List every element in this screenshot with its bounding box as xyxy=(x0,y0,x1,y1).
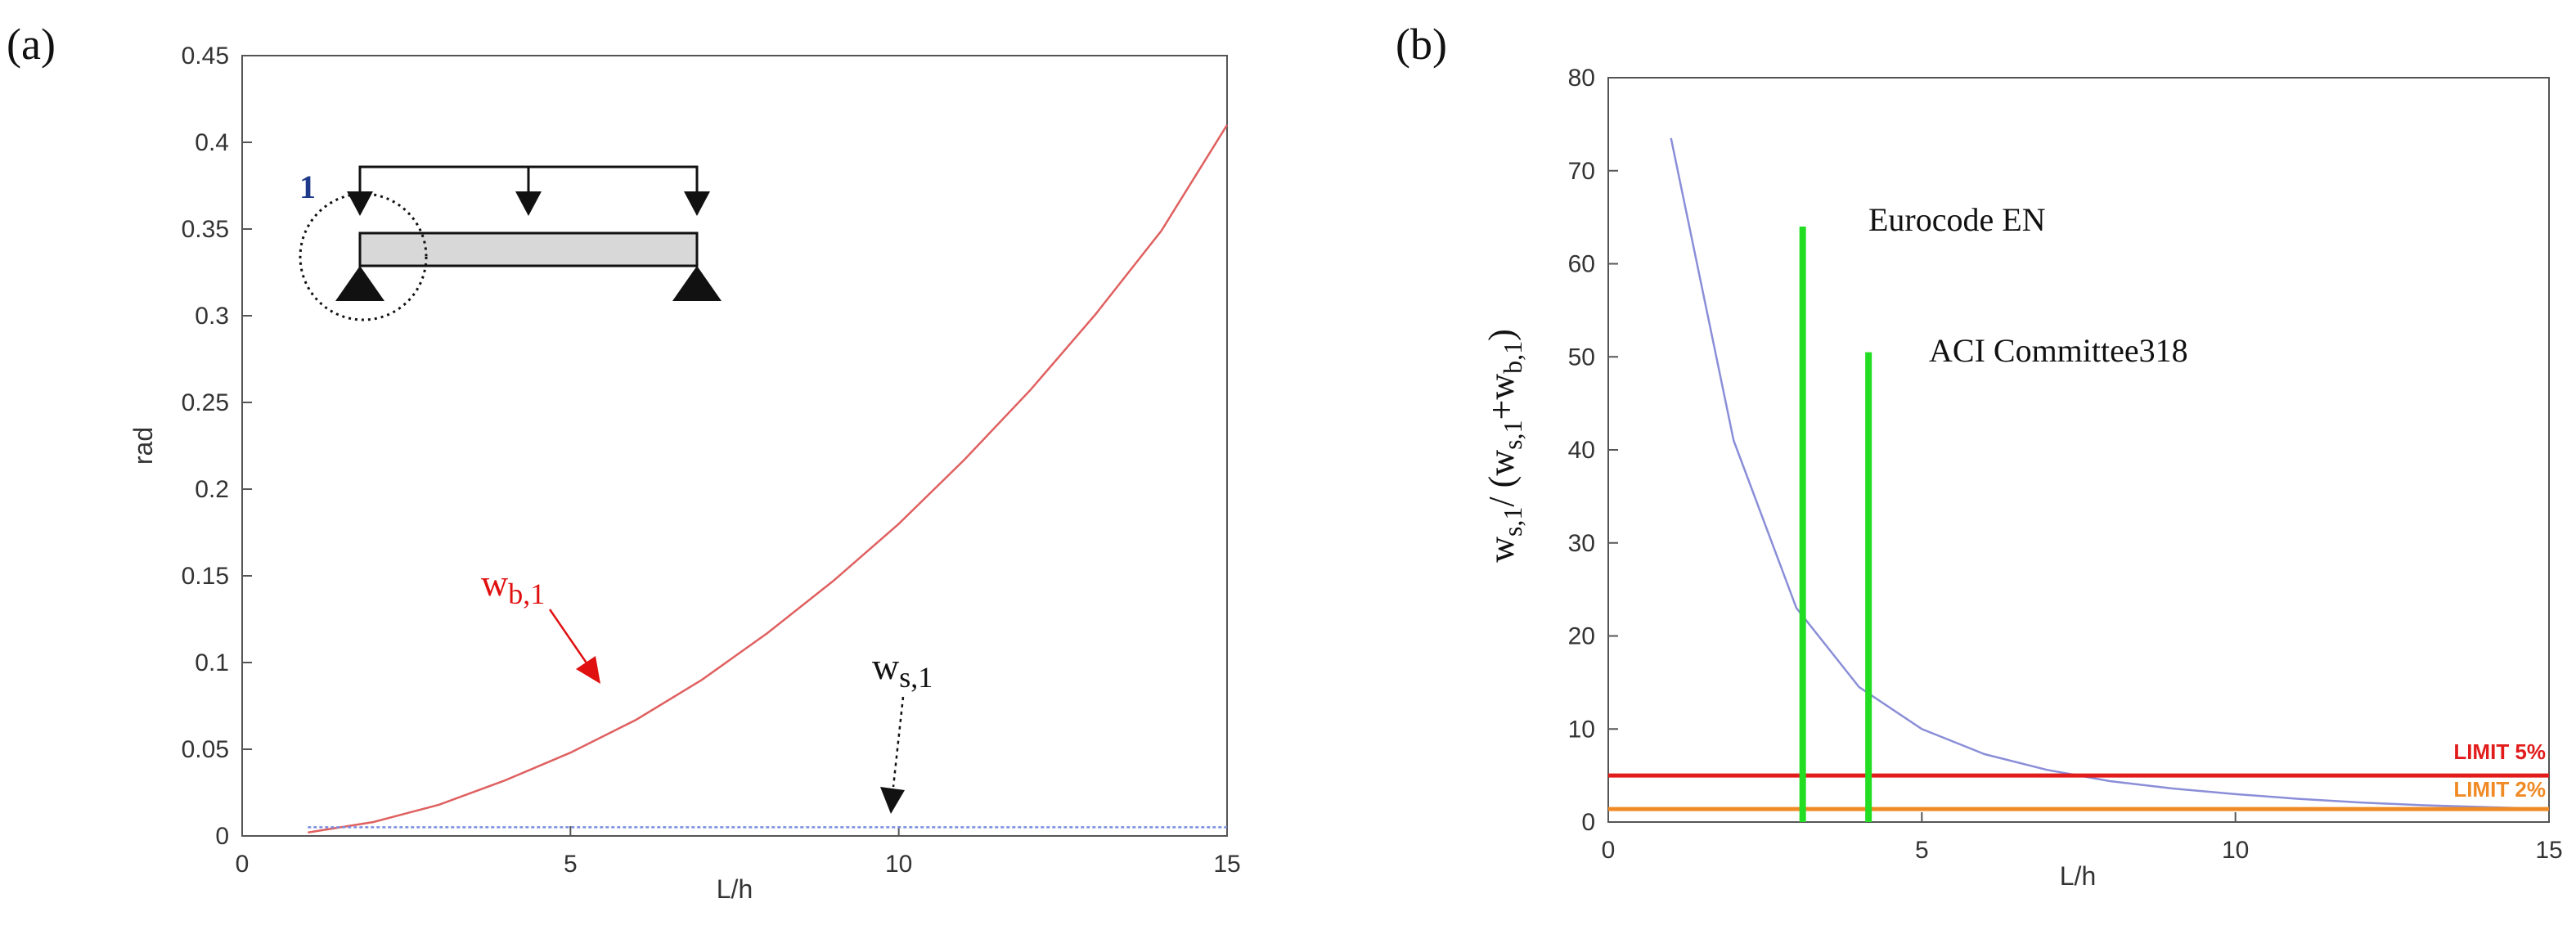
aci-label: ACI Committee318 xyxy=(1929,332,2188,369)
y-tick-label: 40 xyxy=(1568,437,1595,464)
y-tick-label: 0.3 xyxy=(195,303,229,330)
y-tick-label: 0.45 xyxy=(182,43,229,70)
panel-b-x-ticks: 0 5 10 15 xyxy=(1602,812,2563,864)
panel-a-y-axis-title: rad xyxy=(128,427,158,465)
beam-schematic: 1 xyxy=(299,165,722,321)
ws1-arrowhead-icon xyxy=(880,787,905,814)
panel-a-plot-area xyxy=(241,55,1228,837)
y-tick-label: 70 xyxy=(1568,158,1595,185)
panel-a-label: (a) xyxy=(7,20,56,69)
panel-a-x-ticks: 0 5 10 15 xyxy=(236,826,1241,878)
y-tick-label: 0.4 xyxy=(195,129,229,156)
load-arrow-right-icon xyxy=(684,191,710,216)
y-tick-label: 0.35 xyxy=(182,216,229,243)
panel-b-y-axis-title: ws,1/ (ws,1+wb,1) xyxy=(1481,329,1527,563)
y-tick-label: 10 xyxy=(1568,716,1595,743)
ws1-arrow-line xyxy=(892,696,905,788)
wb1-arrowhead-icon xyxy=(576,656,600,684)
support-highlight-circle xyxy=(299,192,428,321)
panel-b-plot-area xyxy=(1607,77,2550,823)
load-arrow-mid-icon xyxy=(515,191,542,216)
load-arrow-left-icon xyxy=(347,191,373,216)
series-line-ratio xyxy=(1670,137,2550,811)
y-tick-label: 0.25 xyxy=(182,389,229,416)
panel-b-x-axis-title: L/h xyxy=(2060,861,2096,891)
limit-2-label: LIMIT 2% xyxy=(2453,777,2546,802)
y-tick-label: 0.05 xyxy=(182,736,229,763)
support-label: 1 xyxy=(299,168,316,205)
ws1-label: ws,1 xyxy=(872,645,933,694)
y-tick-label: 0 xyxy=(215,823,229,850)
eurocode-label: Eurocode EN xyxy=(1868,201,2046,238)
x-tick-label: 0 xyxy=(1602,837,1616,864)
panel-a-series xyxy=(308,124,1229,834)
x-tick-label: 10 xyxy=(2222,837,2249,864)
panel-a: (a) 0 0.05 0.1 0.15 0.2 0.25 0.3 0.35 0.4 0.45 0 5… xyxy=(7,20,1241,904)
x-tick-label: 5 xyxy=(564,851,578,878)
panel-b-series xyxy=(1608,137,2550,822)
limit-5-label: LIMIT 5% xyxy=(2453,739,2546,764)
panel-a-x-axis-title: L/h xyxy=(717,874,753,904)
y-tick-label: 30 xyxy=(1568,530,1595,557)
x-tick-label: 0 xyxy=(236,851,250,878)
wb1-arrow-line xyxy=(548,609,589,665)
ws1-annotation: ws,1 xyxy=(872,645,933,814)
panel-b: (b) 0 10 20 30 40 50 60 70 80 0 5 10 15 L/h ws,1/ (… xyxy=(1396,20,2563,891)
series-line-w-b-1 xyxy=(308,124,1229,834)
y-tick-label: 80 xyxy=(1568,65,1595,92)
x-tick-label: 15 xyxy=(1213,851,1240,878)
y-tick-label: 0 xyxy=(1581,809,1595,836)
panel-a-y-ticks: 0 0.05 0.1 0.15 0.2 0.25 0.3 0.35 0.4 0.45 xyxy=(182,43,252,850)
pin-support-left-icon xyxy=(335,266,384,301)
y-tick-label: 0.2 xyxy=(195,476,229,503)
y-tick-label: 60 xyxy=(1568,251,1595,278)
beam xyxy=(358,231,699,267)
x-tick-label: 5 xyxy=(1915,837,1929,864)
y-tick-label: 50 xyxy=(1568,344,1595,371)
panel-b-label: (b) xyxy=(1396,20,1447,69)
x-tick-label: 15 xyxy=(2535,837,2562,864)
pin-support-right-icon xyxy=(672,266,722,301)
panel-b-y-ticks: 0 10 20 30 40 50 60 70 80 xyxy=(1568,65,1618,836)
wb1-annotation: wb,1 xyxy=(481,562,600,684)
y-tick-label: 0.1 xyxy=(195,649,229,676)
x-tick-label: 10 xyxy=(885,851,912,878)
y-tick-label: 20 xyxy=(1568,623,1595,650)
y-tick-label: 0.15 xyxy=(182,563,229,590)
wb1-label: wb,1 xyxy=(481,562,545,610)
